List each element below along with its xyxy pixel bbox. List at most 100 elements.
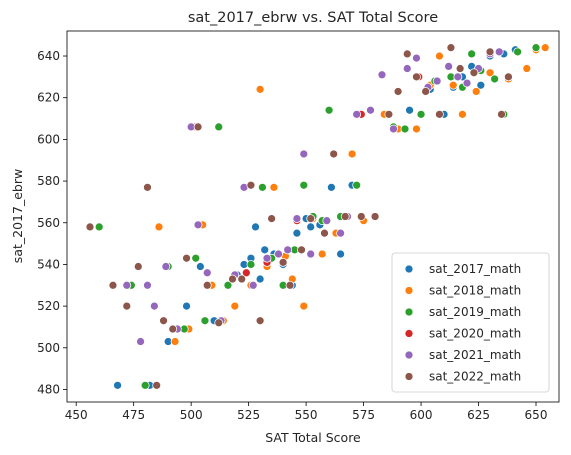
point-sat_2021_math-29 — [432, 76, 442, 86]
point-sat_2017_math-3 — [182, 301, 191, 311]
point-sat_2019_math-7 — [200, 316, 210, 326]
point-sat_2022_math-9 — [193, 122, 203, 132]
legend-marker-sat_2017_math — [404, 264, 414, 274]
point-sat_2019_math-29 — [467, 49, 477, 59]
point-sat_2019_math-12 — [258, 182, 267, 192]
legend-label-sat_2018_math: sat_2018_math — [429, 284, 521, 298]
point-sat_2021_math-8 — [202, 268, 212, 278]
x-tick-label: 650 — [525, 408, 548, 422]
point-sat_2019_math-2 — [140, 380, 150, 390]
point-sat_2019_math-0 — [94, 222, 104, 232]
point-sat_2022_math-21 — [320, 228, 329, 238]
point-sat_2022_math-23 — [340, 212, 350, 221]
point-sat_2019_math-34 — [531, 43, 541, 53]
point-sat_2021_math-4 — [161, 262, 171, 271]
point-sat_2019_math-21 — [352, 180, 362, 190]
point-sat_2018_math-31 — [540, 43, 550, 53]
x-tick-label: 475 — [122, 408, 145, 422]
point-sat_2018_math-26 — [471, 87, 481, 96]
y-tick-label: 480 — [37, 382, 60, 396]
point-sat_2022_math-31 — [435, 109, 444, 119]
x-tick-label: 625 — [467, 408, 490, 422]
point-sat_2019_math-33 — [513, 47, 522, 57]
point-sat_2018_math-23 — [435, 51, 444, 61]
y-tick-label: 520 — [37, 299, 60, 313]
point-sat_2022_math-19 — [297, 245, 306, 255]
x-tick-label: 450 — [65, 408, 88, 422]
legend: sat_2017_math sat_2018_math sat_2019_maths… — [391, 252, 550, 393]
point-sat_2022_math-12 — [228, 274, 237, 284]
point-sat_2022_math-10 — [202, 280, 212, 290]
point-sat_2022_math-18 — [285, 280, 295, 290]
point-sat_2020_math-1 — [241, 268, 251, 278]
point-sat_2021_math-25 — [389, 124, 398, 134]
axes: 450 475 500 525 550 575 600 625 650 480 500 520 540 5… — [37, 49, 547, 422]
point-sat_2022_math-4 — [143, 182, 152, 192]
legend-marker-sat_2020_math — [404, 329, 414, 338]
point-sat_2018_math-6 — [230, 301, 240, 311]
x-tick-label: 600 — [410, 408, 433, 422]
point-sat_2022_math-14 — [246, 180, 256, 190]
point-sat_2017_math-17 — [306, 222, 316, 232]
point-sat_2022_math-29 — [412, 72, 421, 82]
point-sat_2022_math-26 — [384, 109, 394, 119]
point-sat_2017_math-11 — [260, 245, 270, 255]
point-sat_2021_math-3 — [149, 301, 159, 311]
point-sat_2021_math-22 — [352, 109, 362, 119]
point-sat_2021_math-18 — [306, 249, 316, 259]
point-sat_2021_math-20 — [336, 228, 345, 238]
legend-label-sat_2022_math: sat_2022_math — [429, 370, 521, 384]
point-sat_2018_math-24 — [448, 80, 458, 90]
point-sat_2018_math-29 — [522, 64, 532, 73]
point-sat_2019_math-8 — [214, 122, 224, 132]
point-sat_2022_math-37 — [504, 72, 513, 82]
point-sat_2018_math-15 — [317, 249, 327, 259]
point-sat_2019_math-25 — [416, 109, 426, 119]
point-sat_2021_math-1 — [136, 337, 145, 346]
point-sat_2017_math-0 — [113, 380, 122, 390]
y-tick-label: 600 — [37, 132, 60, 146]
point-sat_2022_math-34 — [469, 68, 479, 78]
legend-marker-sat_2022_math — [404, 372, 414, 381]
point-sat_2022_math-30 — [421, 87, 431, 96]
point-sat_2021_math-2 — [143, 280, 152, 290]
point-sat_2022_math-8 — [182, 253, 191, 263]
point-sat_2018_math-8 — [255, 84, 265, 94]
legend-box — [391, 252, 550, 393]
plot-frame — [66, 30, 560, 403]
point-sat_2018_math-17 — [347, 149, 357, 159]
legend-marker-sat_2018_math — [404, 286, 414, 295]
point-sat_2022_math-33 — [455, 64, 465, 73]
point-sat_2017_math-21 — [336, 249, 345, 259]
point-sat_2019_math-11 — [246, 260, 256, 269]
point-sat_2022_math-35 — [485, 47, 495, 57]
x-tick-label: 550 — [295, 408, 318, 422]
point-sat_2021_math-19 — [322, 216, 332, 226]
point-sat_2017_math-22 — [405, 105, 414, 115]
point-sat_2021_math-14 — [274, 249, 283, 259]
point-sat_2022_math-7 — [168, 324, 178, 334]
point-sat_2021_math-26 — [402, 64, 412, 73]
y-tick-label: 580 — [37, 174, 60, 188]
point-sat_2022_math-20 — [306, 214, 316, 223]
point-sat_2021_math-17 — [299, 149, 309, 159]
point-sat_2021_math-12 — [248, 280, 258, 290]
point-sat_2022_math-27 — [393, 87, 403, 96]
point-sat_2022_math-22 — [329, 149, 339, 159]
point-sat_2017_math-15 — [292, 228, 302, 238]
point-sat_2022_math-2 — [122, 301, 132, 311]
chart-title: sat_2017_ebrw vs. SAT Total Score — [188, 10, 438, 26]
y-tick-label: 500 — [37, 341, 60, 355]
point-sat_2022_math-0 — [85, 222, 95, 232]
point-sat_2018_math-0 — [154, 222, 164, 232]
point-sat_2021_math-13 — [262, 253, 272, 263]
point-sat_2021_math-30 — [444, 62, 454, 71]
point-sat_2022_math-6 — [159, 316, 168, 326]
point-sat_2018_math-27 — [485, 68, 495, 78]
legend-label-sat_2021_math: sat_2021_math — [429, 348, 521, 362]
point-sat_2017_math-28 — [476, 80, 486, 90]
point-sat_2018_math-10 — [269, 182, 279, 192]
point-sat_2018_math-21 — [412, 124, 421, 134]
point-sat_2022_math-11 — [214, 318, 224, 328]
